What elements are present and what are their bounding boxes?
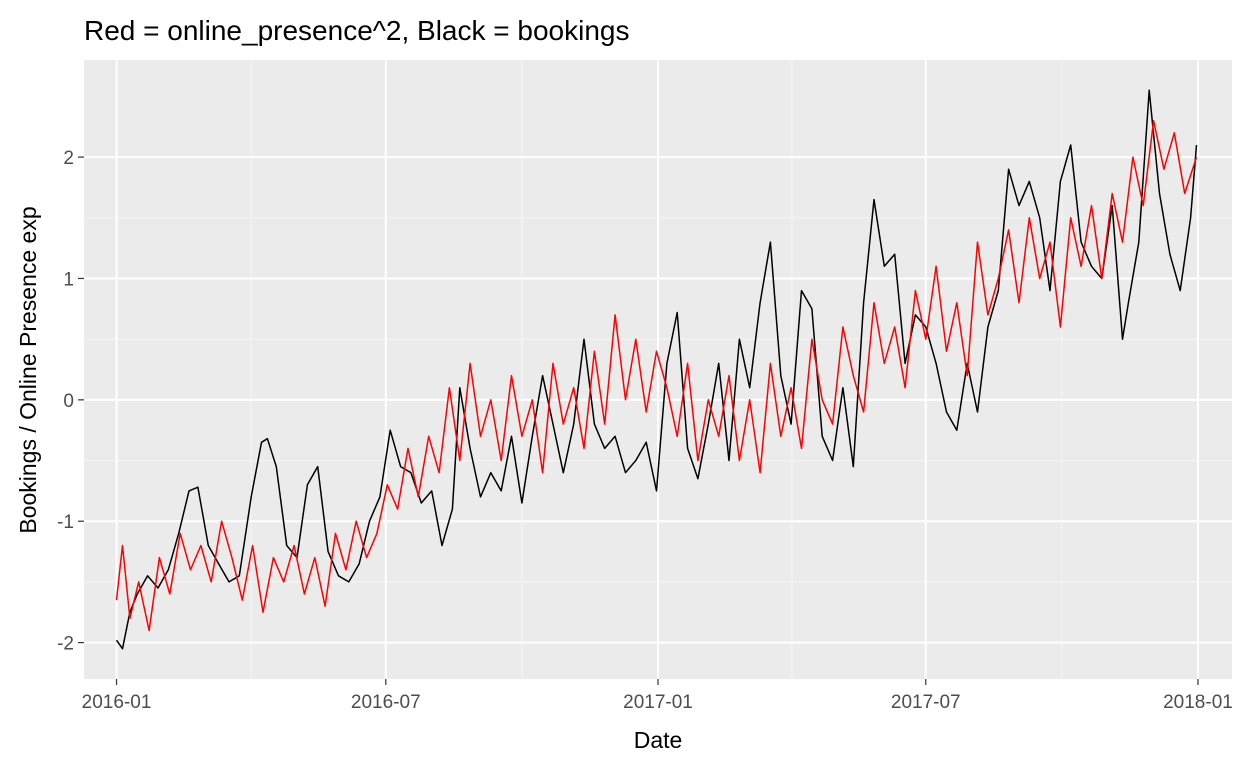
x-tick-label: 2016-07 <box>351 692 421 713</box>
series-line-red <box>115 119 1198 632</box>
x-tick-label: 2017-07 <box>891 692 961 713</box>
y-axis-title: Bookings / Online Presence exp <box>15 206 41 533</box>
y-tick-label: -2 <box>57 634 74 655</box>
y-tick-label: 2 <box>63 148 74 169</box>
y-tick-label: 1 <box>63 269 74 290</box>
x-axis: 2016-01 2016-07 2017-01 2017-07 2018-01 <box>82 679 1233 713</box>
x-tick-label: 2017-01 <box>623 692 693 713</box>
y-axis: -2 -1 0 1 2 <box>57 148 84 655</box>
chart-title: Red = online_presence^2, Black = booking… <box>84 15 630 46</box>
x-tick-label: 2018-01 <box>1163 692 1233 713</box>
series-line-black <box>115 89 1198 650</box>
x-tick-label: 2016-01 <box>82 692 152 713</box>
series-layer <box>115 89 1198 650</box>
y-tick-label: 0 <box>63 391 74 412</box>
x-axis-title: Date <box>634 727 683 753</box>
y-tick-label: -1 <box>57 512 74 533</box>
major-gridlines <box>84 60 1232 679</box>
